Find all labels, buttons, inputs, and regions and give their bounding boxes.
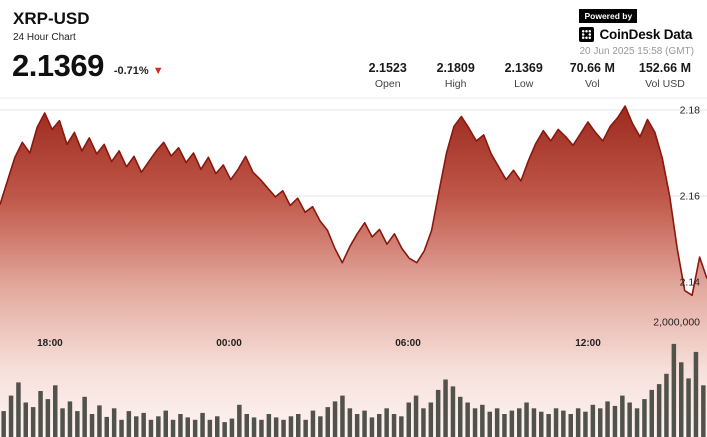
stat-value: 152.66 M (638, 61, 691, 75)
symbol-title: XRP-USD (13, 9, 90, 28)
coindesk-logo-icon (579, 27, 595, 42)
stat-value: 2.1523 (368, 61, 407, 75)
coindesk-data-link[interactable]: CoinDesk Data (579, 27, 694, 42)
stat-volume: 70.66 M Vol (570, 61, 615, 90)
stats-row: 2.1523 Open 2.1809 High 2.1369 Low 70.66… (366, 61, 691, 90)
svg-text:2.16: 2.16 (680, 191, 701, 203)
stat-label: High (444, 78, 467, 90)
stat-value: 70.66 M (569, 61, 615, 75)
current-price: 2.1369 (12, 48, 104, 83)
brand-name: CoinDesk Data (599, 27, 693, 42)
stat-label: Low (514, 78, 534, 90)
price-block: 2.1369 -0.71% ▼ (12, 50, 164, 81)
stat-value: 2.1809 (436, 61, 475, 75)
chart-subtitle: 24 Hour Chart (13, 32, 76, 43)
stat-low: 2.1369 Low (502, 61, 546, 90)
svg-text:12:00: 12:00 (575, 338, 601, 349)
stat-volume-usd: 152.66 M Vol USD (639, 61, 691, 90)
stat-value: 2.1369 (504, 61, 543, 75)
timestamp: 20 Jun 2025 15:58 (GMT) (579, 46, 694, 57)
powered-by-badge: Powered by (579, 9, 638, 23)
svg-text:06:00: 06:00 (395, 338, 421, 349)
svg-text:2,000,000: 2,000,000 (653, 317, 700, 329)
stat-label: Open (374, 78, 401, 90)
stat-label: Vol (584, 78, 600, 90)
price-change: -0.71% (113, 65, 149, 77)
svg-text:00:00: 00:00 (216, 338, 242, 349)
branding-block: Powered by CoinDesk Data 20 Jun 2025 15:… (579, 6, 694, 57)
down-arrow-icon: ▼ (152, 65, 164, 77)
svg-text:18:00: 18:00 (37, 338, 63, 349)
stat-label: Vol USD (645, 78, 685, 90)
stat-high: 2.1809 High (434, 61, 478, 90)
svg-text:2.18: 2.18 (680, 105, 701, 117)
svg-text:2.14: 2.14 (680, 277, 701, 289)
stat-open: 2.1523 Open (366, 61, 410, 90)
